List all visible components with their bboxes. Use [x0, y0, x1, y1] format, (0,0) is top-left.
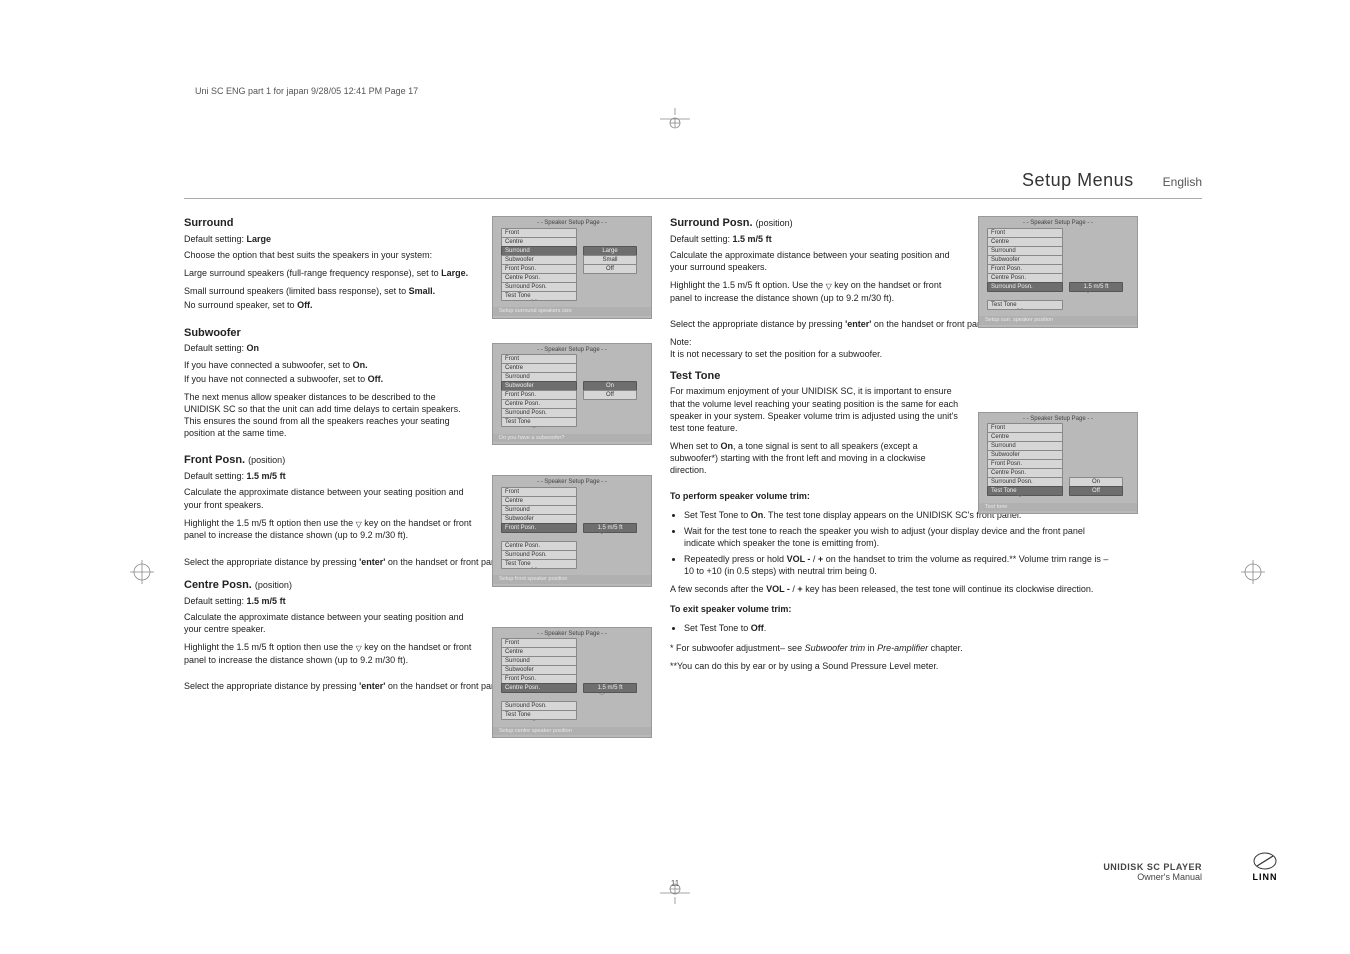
- col-right-text: Surround Posn. (position) Default settin…: [670, 216, 960, 750]
- col-left-menus: - - Speaker Setup Page - -FrontCentreSur…: [492, 216, 652, 750]
- centreposn-default: Default setting: 1.5 m/5 ft: [184, 595, 474, 607]
- frontposn-p1: Calculate the approximate distance betwe…: [184, 486, 474, 510]
- surrposn-note-h: Note:: [670, 336, 960, 348]
- menu-item: Test Tone: [501, 291, 577, 301]
- subwoofer-p2: If you have not connected a subwoofer, s…: [184, 373, 474, 385]
- menu-subwoofer: - - Speaker Setup Page - -FrontCentreSur…: [492, 343, 652, 446]
- menu-footer: Setup front speaker position: [493, 575, 651, 583]
- logo-text: LINN: [1252, 872, 1278, 882]
- menu-footer: Do you have a subwoofer?: [493, 434, 651, 442]
- surround-default: Default setting: Large: [184, 233, 474, 245]
- col-right-menus: - - Speaker Setup Page - -FrontCentreSur…: [978, 216, 1138, 750]
- surround-p3: Small surround speakers (limited bass re…: [184, 285, 474, 297]
- footer-brand: UNIDISK SC PLAYER: [1103, 862, 1202, 872]
- frontposn-heading: Front Posn. (position): [184, 453, 474, 468]
- menu-item: Surround Posn.: [987, 282, 1063, 292]
- menu-item: Test Tone: [987, 486, 1063, 496]
- surround-p1: Choose the option that best suits the sp…: [184, 249, 474, 261]
- slash-circle-icon: [1252, 852, 1278, 870]
- menu-option: 1.5 m/5 ft: [1069, 282, 1123, 292]
- crop-mark-bottom-icon: [660, 882, 690, 904]
- testtone-heading: Test Tone: [670, 369, 960, 384]
- menu-testtone: - - Speaker Setup Page - -FrontCentreSur…: [978, 412, 1138, 515]
- crop-mark-left-icon: [130, 560, 154, 584]
- testtone-p2: When set to On, a tone signal is sent to…: [670, 440, 960, 476]
- menu-footer: Setup surround speakers size: [493, 307, 651, 315]
- menu-item: Front Posn.: [501, 523, 577, 533]
- col-left-text: Surround Default setting: Large Choose t…: [184, 216, 474, 750]
- chevron-down-icon: ﹀: [1085, 292, 1091, 299]
- subwoofer-default: Default setting: On: [184, 342, 474, 354]
- frontposn-default: Default setting: 1.5 m/5 ft: [184, 470, 474, 482]
- footer: UNIDISK SC PLAYER Owner's Manual: [1103, 862, 1202, 882]
- subwoofer-p3: The next menus allow speaker distances t…: [184, 391, 474, 440]
- surround-p2: Large surround speakers (full-range freq…: [184, 267, 474, 279]
- title-rule: [184, 198, 1202, 199]
- surrposn-default: Default setting: 1.5 m/5 ft: [670, 233, 960, 245]
- chevron-down-icon: ﹀: [531, 300, 651, 307]
- down-arrow-icon: ▽: [356, 520, 362, 531]
- chevron-down-icon: ﹀: [1017, 309, 1137, 316]
- menu-footer: Setup surr. speaker position: [979, 316, 1137, 324]
- crop-mark-top-icon: [660, 108, 690, 130]
- surround-heading: Surround: [184, 216, 474, 231]
- title-main: Setup Menus: [1022, 170, 1134, 190]
- print-header: Uni SC ENG part 1 for japan 9/28/05 12:4…: [195, 86, 418, 96]
- frontposn-p2: Highlight the 1.5 m/5 ft option then use…: [184, 517, 474, 542]
- brand-logo: LINN: [1252, 852, 1278, 882]
- content: Surround Default setting: Large Choose t…: [184, 216, 1216, 750]
- surrposn-p2: Highlight the 1.5 m/5 ft option. Use the…: [670, 279, 960, 304]
- menu-item: Test Tone: [501, 559, 577, 569]
- menu-item: Test Tone: [987, 300, 1063, 310]
- chevron-down-icon: ﹀: [599, 694, 605, 701]
- menu-item: Centre Posn.: [501, 683, 577, 693]
- chevron-down-icon: ﹀: [531, 568, 651, 575]
- subwoofer-heading: Subwoofer: [184, 326, 474, 341]
- menu-frontposn: - - Speaker Setup Page - -FrontCentreSur…: [492, 475, 652, 587]
- crop-mark-right-icon: [1241, 560, 1265, 584]
- footer-sub: Owner's Manual: [1103, 872, 1202, 882]
- down-arrow-icon: ▽: [826, 282, 832, 293]
- surrposn-heading: Surround Posn. (position): [670, 216, 960, 231]
- menu-surrposn: - - Speaker Setup Page - -FrontCentreSur…: [978, 216, 1138, 328]
- surrposn-p1: Calculate the approximate distance betwe…: [670, 249, 960, 273]
- menu-item: Test Tone: [501, 710, 577, 720]
- menu-option: Off: [583, 264, 637, 274]
- centreposn-p1: Calculate the approximate distance betwe…: [184, 611, 474, 635]
- surround-p4: No surround speaker, set to Off.: [184, 299, 474, 311]
- menu-footer: Test tone: [979, 503, 1137, 511]
- page: Uni SC ENG part 1 for japan 9/28/05 12:4…: [0, 0, 1350, 954]
- down-arrow-icon: ▽: [356, 644, 362, 655]
- menu-footer: Setup centre speaker position: [493, 727, 651, 735]
- chevron-down-icon: ﹀: [1017, 496, 1137, 503]
- menu-option: 1.5 m/5 ft: [583, 523, 637, 533]
- chevron-down-icon: ﹀: [531, 720, 651, 727]
- title-lang: English: [1163, 175, 1202, 189]
- menu-item: Test Tone: [501, 417, 577, 427]
- menu-option: 1.5 m/5 ft: [583, 683, 637, 693]
- subwoofer-p1: If you have connected a subwoofer, set t…: [184, 359, 474, 371]
- menu-option: Off: [1069, 486, 1123, 496]
- menu-option: Off: [583, 390, 637, 400]
- surrposn-note: It is not necessary to set the position …: [670, 348, 960, 360]
- centreposn-p2: Highlight the 1.5 m/5 ft option then use…: [184, 641, 474, 666]
- chevron-down-icon: ﹀: [599, 533, 605, 540]
- centreposn-heading: Centre Posn. (position): [184, 578, 474, 593]
- menu-surround: - - Speaker Setup Page - -FrontCentreSur…: [492, 216, 652, 319]
- testtone-p1: For maximum enjoyment of your UNIDISK SC…: [670, 385, 960, 434]
- chevron-down-icon: ﹀: [531, 427, 651, 434]
- menu-centreposn: - - Speaker Setup Page - -FrontCentreSur…: [492, 627, 652, 739]
- page-title: Setup Menus English: [1022, 170, 1202, 191]
